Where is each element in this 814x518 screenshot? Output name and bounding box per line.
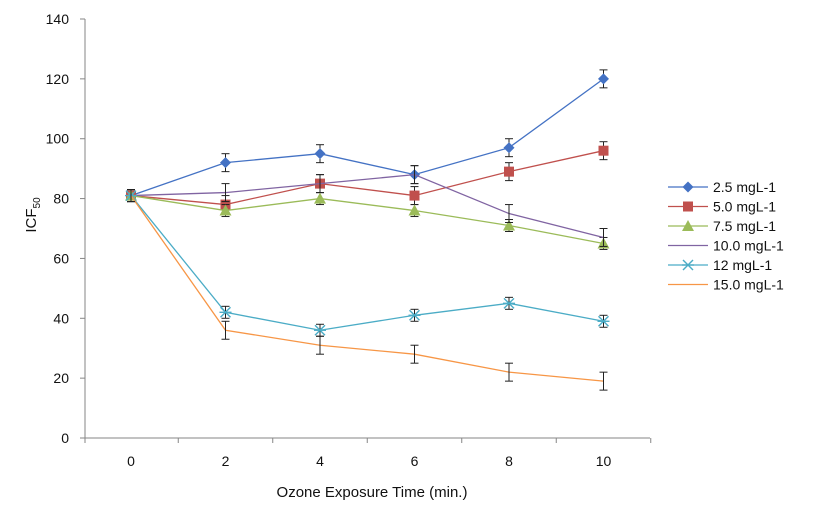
error-bar	[599, 371, 608, 391]
y-tick-label: 60	[53, 250, 69, 266]
x-tick-label: 0	[127, 453, 135, 469]
x-tick-label: 2	[222, 453, 230, 469]
data-point	[314, 148, 326, 160]
data-point	[219, 204, 232, 216]
error-bar	[316, 335, 324, 355]
error-bar	[221, 183, 230, 203]
series-line	[130, 78, 604, 197]
series-4	[125, 189, 610, 337]
y-axis-label: ICF50	[23, 197, 43, 233]
error-bar	[505, 362, 513, 382]
data-point	[504, 166, 514, 177]
legend-item: 15.0 mgL-1	[668, 277, 784, 293]
error-bar	[599, 228, 608, 247]
y-axis-label-subscript: 50	[32, 197, 43, 209]
error-bar	[410, 165, 419, 185]
series-layer	[125, 69, 610, 391]
x-tick-label: 10	[596, 453, 612, 469]
series-0	[125, 69, 609, 203]
data-point	[503, 142, 515, 154]
y-tick-label: 40	[53, 310, 69, 326]
data-point	[598, 145, 609, 156]
series-line	[130, 150, 604, 206]
legend-swatch-marker	[682, 220, 694, 231]
plot-area: 0 20 40 60 80 100 120 140 0 2 4 6 8 10	[46, 11, 652, 469]
data-point	[408, 309, 421, 321]
series-5	[127, 189, 608, 391]
error-bar	[127, 189, 135, 203]
legend-swatch-marker	[682, 181, 694, 193]
data-point	[503, 297, 515, 309]
series-1	[126, 141, 609, 215]
data-point	[598, 73, 609, 85]
legend-item: 5.0 mgL-1	[668, 199, 776, 215]
series-line	[130, 195, 604, 382]
y-tick-label: 100	[46, 131, 70, 147]
x-tick-label: 4	[316, 453, 324, 469]
data-point	[503, 219, 515, 231]
data-point	[314, 324, 326, 336]
x-tick-label: 6	[411, 453, 419, 469]
data-point	[409, 190, 420, 201]
legend-item: 10.0 mgL-1	[668, 238, 784, 254]
error-bar	[316, 174, 324, 194]
data-point	[597, 315, 610, 327]
legend-item: 2.5 mgL-1	[668, 179, 776, 195]
series-line	[130, 194, 604, 245]
series-2	[125, 189, 610, 250]
y-tick-label: 120	[46, 71, 70, 87]
legend-item: 7.5 mgL-1	[668, 218, 776, 234]
series-line	[130, 173, 604, 239]
y-tick-label: 0	[61, 430, 69, 446]
data-point	[220, 157, 231, 169]
data-point	[314, 192, 326, 204]
error-bar	[505, 204, 513, 224]
y-tick-label: 20	[53, 370, 69, 386]
legend-swatch-marker	[683, 201, 693, 212]
y-tick-label: 80	[53, 191, 69, 207]
legend-label: 12 mgL-1	[713, 257, 772, 273]
legend-label: 10.0 mgL-1	[713, 238, 784, 254]
legend-label: 5.0 mgL-1	[713, 199, 776, 215]
data-point	[408, 204, 421, 216]
x-tick-label: 8	[505, 453, 513, 469]
legend-label: 7.5 mgL-1	[713, 218, 776, 234]
x-axis-label: Ozone Exposure Time (min.)	[277, 484, 468, 501]
legend-item: 12 mgL-1	[668, 257, 772, 273]
error-bar	[410, 344, 419, 364]
legend: 2.5 mgL-1 5.0 mgL-1 7.5 mgL-1 10.0 mgL-1 12 …	[668, 179, 784, 293]
legend-label: 2.5 mgL-1	[713, 179, 776, 195]
legend-label: 15.0 mgL-1	[713, 277, 784, 293]
y-tick-label: 140	[46, 11, 70, 27]
legend-swatch-marker	[682, 259, 694, 271]
series-line	[130, 195, 604, 331]
error-bar	[221, 320, 230, 340]
y-axis-label-main: ICF	[23, 208, 40, 232]
data-point	[219, 306, 232, 318]
